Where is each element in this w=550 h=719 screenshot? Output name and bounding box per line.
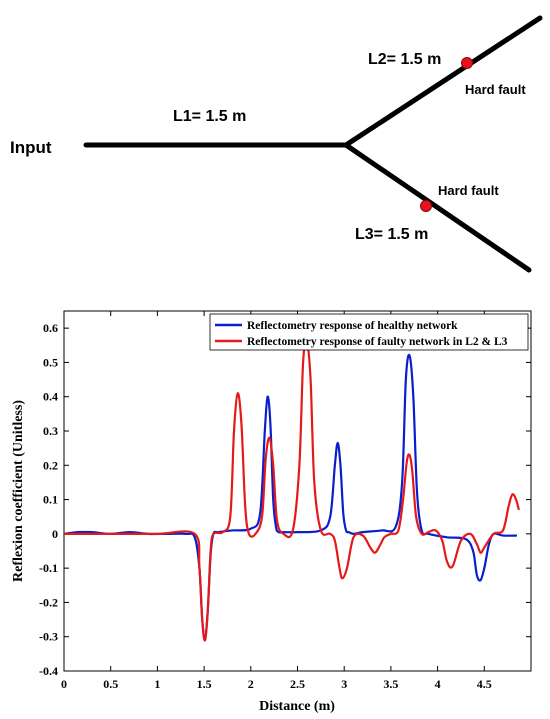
y-tick-label: 0.2 bbox=[43, 458, 58, 472]
y-tick-label: -0.3 bbox=[39, 630, 58, 644]
x-axis-title: Distance (m) bbox=[259, 699, 335, 714]
x-tick-label: 0.5 bbox=[103, 677, 118, 691]
input-label: Input bbox=[10, 138, 52, 157]
x-tick-label: 2 bbox=[248, 677, 254, 691]
legend: Reflectometry response of healthy networ… bbox=[209, 313, 529, 351]
y-tick-label: -0.1 bbox=[39, 561, 58, 575]
x-tick-label: 1 bbox=[154, 677, 160, 691]
x-tick-label: 4.5 bbox=[477, 677, 492, 691]
y-axis-ticks: -0.4 -0.3 -0.2 -0.1 0 0.1 0.2 0.3 0.4 0.5 0.6 bbox=[39, 321, 531, 678]
y-tick-label: -0.4 bbox=[39, 664, 58, 678]
x-axis-ticks: 0 0.5 1 1.5 2 2.5 3 3.5 4 4.5 bbox=[61, 311, 492, 691]
legend-label-healthy: Reflectometry response of healthy networ… bbox=[247, 320, 458, 332]
fault-label-l3: Hard fault bbox=[438, 183, 499, 198]
x-tick-label: 0 bbox=[61, 677, 67, 691]
fault-marker-l3 bbox=[420, 200, 432, 212]
chart: -0.4 -0.3 -0.2 -0.1 0 0.1 0.2 0.3 0.4 0.5 0.6 0 0.5… bbox=[11, 310, 532, 714]
line-segment-l3 bbox=[343, 142, 532, 273]
x-tick-label: 4 bbox=[435, 677, 441, 691]
segment-label-l2: L2= 1.5 m bbox=[368, 51, 441, 68]
y-tick-label: 0.6 bbox=[43, 321, 58, 335]
legend-label-faulty: Reflectometry response of faulty network… bbox=[247, 336, 508, 348]
x-tick-label: 2.5 bbox=[290, 677, 305, 691]
segment-label-l1: L1= 1.5 m bbox=[173, 108, 246, 125]
y-tick-label: 0.1 bbox=[43, 493, 58, 507]
x-tick-label: 3 bbox=[341, 677, 347, 691]
y-tick-label: 0 bbox=[52, 527, 58, 541]
fault-label-l2: Hard fault bbox=[465, 82, 526, 97]
network-diagram: Input L1= 1.5 m L2= 1.5 m L3= 1.5 m Hard… bbox=[10, 15, 543, 273]
x-tick-label: 1.5 bbox=[197, 677, 212, 691]
x-tick-label: 3.5 bbox=[383, 677, 398, 691]
line-segment-l2 bbox=[343, 15, 543, 148]
series-line-faulty bbox=[64, 339, 520, 642]
y-tick-label: 0.3 bbox=[43, 424, 58, 438]
y-tick-label: 0.5 bbox=[43, 355, 58, 369]
fault-marker-l2 bbox=[461, 57, 473, 69]
y-axis-title: Reflexion coefficient (Unitless) bbox=[11, 400, 26, 582]
y-tick-label: -0.2 bbox=[39, 595, 58, 609]
y-tick-label: 0.4 bbox=[43, 390, 58, 404]
series-lines bbox=[63, 339, 520, 642]
segment-label-l3: L3= 1.5 m bbox=[355, 226, 428, 243]
legend-box bbox=[209, 313, 529, 351]
